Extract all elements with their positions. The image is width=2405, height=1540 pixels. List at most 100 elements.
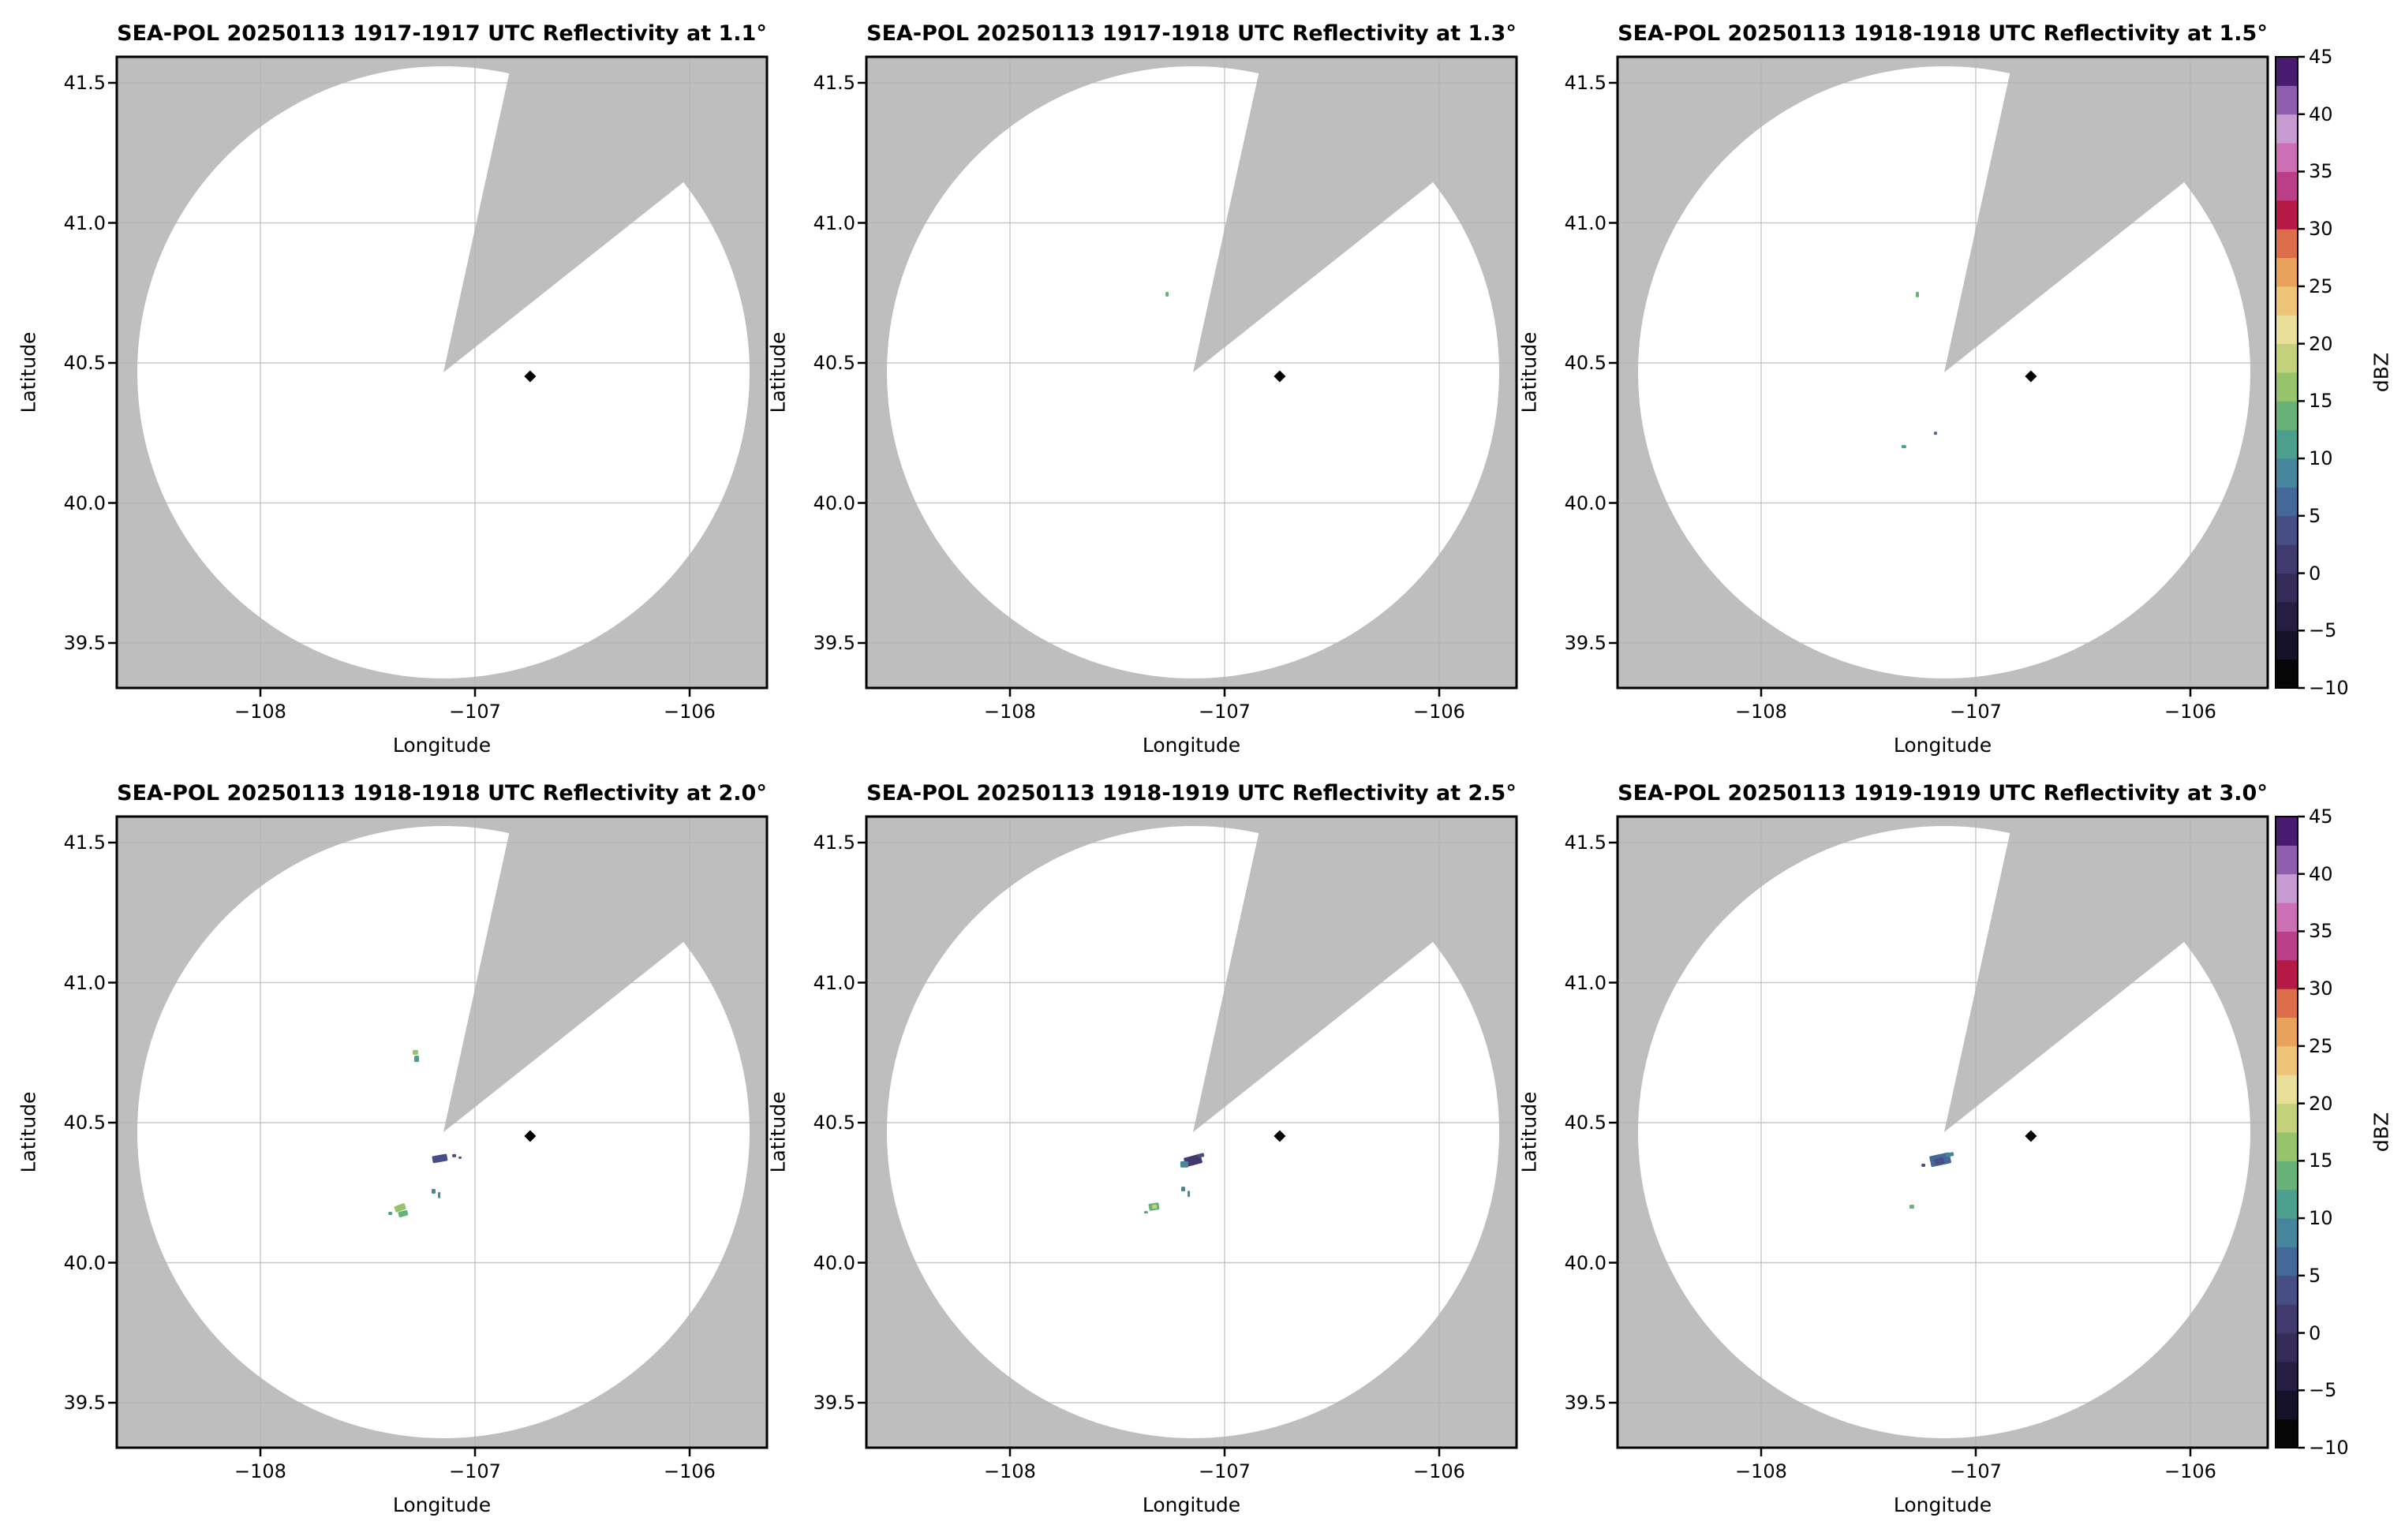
colorbar-tick-label: 40 <box>2309 862 2333 885</box>
reflectivity-echo <box>1188 1191 1191 1198</box>
colorbar-tick-label: 20 <box>2309 332 2333 355</box>
colorbar-tick-label: −5 <box>2309 619 2337 642</box>
colorbar-band <box>2276 601 2298 631</box>
reflectivity-echo <box>1180 1161 1188 1168</box>
colorbar-label-dbz: dBZ <box>2369 1112 2393 1153</box>
colorbar-tick-label: 25 <box>2309 1034 2333 1057</box>
y-axis-label: Latitude <box>766 331 790 413</box>
blanked-sector-wedge <box>1193 57 1515 372</box>
y-tick-label: 39.5 <box>63 1392 106 1414</box>
colorbar-tick-label: 30 <box>2309 977 2333 1000</box>
colorbar-band <box>2276 573 2298 603</box>
x-tick-label: −107 <box>1950 701 2002 723</box>
reflectivity-echo <box>394 1203 406 1213</box>
y-tick-label: 40.5 <box>813 352 855 374</box>
colorbar-tick-label: 45 <box>2309 46 2333 68</box>
colorbar-tick-label: 15 <box>2309 390 2333 413</box>
blanked-sector-wedge <box>443 817 765 1132</box>
x-tick-label: −108 <box>234 701 286 723</box>
colorbar-band <box>2276 1132 2298 1161</box>
panel-title: SEA-POL 20250113 1918-1919 UTC Reflectiv… <box>866 781 1517 806</box>
x-axis-label: Longitude <box>392 734 492 757</box>
colorbar-band <box>2276 1189 2298 1219</box>
colorbar-tick-label: 5 <box>2309 504 2321 527</box>
y-tick-label: 40.5 <box>813 1112 855 1134</box>
colorbar-band <box>2276 114 2298 144</box>
reflectivity-echo <box>414 1056 419 1063</box>
site-marker-diamond <box>1274 1130 1286 1142</box>
panel-border <box>1616 55 2269 690</box>
site-marker-diamond <box>2025 370 2037 383</box>
y-tick-label: 40.5 <box>1564 352 1606 374</box>
colorbar-band <box>2276 143 2298 172</box>
reflectivity-echo <box>1152 1205 1158 1209</box>
y-tick-label: 40.0 <box>63 492 106 514</box>
panel-plot <box>1609 55 2269 697</box>
y-tick-label: 41.0 <box>63 211 106 234</box>
panel-title: SEA-POL 20250113 1918-1918 UTC Reflectiv… <box>117 781 767 806</box>
colorbar-band <box>2276 286 2298 316</box>
reflectivity-echo <box>398 1209 409 1217</box>
y-tick-label: 40.0 <box>1564 492 1606 514</box>
y-tick-label: 41.0 <box>813 971 855 994</box>
colorbar-tick-label: 20 <box>2309 1092 2333 1115</box>
colorbar-tick-label: 0 <box>2309 562 2321 585</box>
colorbar-band <box>2276 1247 2298 1276</box>
reflectivity-echo <box>388 1212 393 1215</box>
y-tick-label: 41.5 <box>1564 832 1606 854</box>
panel-plot <box>108 55 769 697</box>
colorbar-tick-label: 40 <box>2309 103 2333 125</box>
y-axis-label: Latitude <box>17 331 40 413</box>
colorbar-label-dbz: dBZ <box>2369 352 2393 393</box>
y-tick-label: 40.0 <box>63 1251 106 1274</box>
colorbar-border <box>2275 816 2298 1448</box>
y-axis-label: Latitude <box>766 1091 790 1173</box>
reflectivity-echo <box>432 1189 436 1194</box>
colorbar-band <box>2276 1361 2298 1391</box>
y-tick-label: 40.0 <box>813 492 855 514</box>
colorbar-band <box>2276 200 2298 230</box>
x-tick-label: −107 <box>1199 1460 1251 1482</box>
colorbar-band <box>2276 1045 2298 1075</box>
colorbar-tick-label: 30 <box>2309 218 2333 241</box>
colorbar-band <box>2276 1161 2298 1191</box>
colorbar-band <box>2276 229 2298 259</box>
colorbar-tick-label: 5 <box>2309 1264 2321 1287</box>
colorbar-band <box>2276 401 2298 431</box>
colorbar-band <box>2276 487 2298 517</box>
panel-border <box>115 55 769 690</box>
y-tick-label: 40.0 <box>1564 1251 1606 1274</box>
colorbar-band <box>2276 659 2298 689</box>
colorbar <box>2275 815 2305 1449</box>
reflectivity-echo <box>1921 1164 1926 1167</box>
blanked-sector-wedge <box>1193 817 1515 1132</box>
colorbar-band <box>2276 1075 2298 1105</box>
colorbar-tick-label: −10 <box>2309 1437 2349 1459</box>
colorbar-band <box>2276 343 2298 373</box>
x-axis-label: Longitude <box>1142 734 1241 757</box>
colorbar-band <box>2276 873 2298 903</box>
x-tick-label: −108 <box>1735 701 1787 723</box>
colorbar-tick-label: 15 <box>2309 1149 2333 1172</box>
y-tick-label: 40.5 <box>63 1112 106 1134</box>
panel-title: SEA-POL 20250113 1918-1918 UTC Reflectiv… <box>1618 21 2268 46</box>
colorbar-band <box>2276 171 2298 201</box>
y-tick-label: 39.5 <box>63 632 106 654</box>
colorbar-tick-label: 35 <box>2309 160 2333 183</box>
y-tick-label: 39.5 <box>813 632 855 654</box>
reflectivity-echo <box>1184 1153 1202 1168</box>
colorbar-border <box>2275 56 2298 689</box>
blanked-sector-wedge <box>1944 817 2266 1132</box>
colorbar-band <box>2276 1218 2298 1247</box>
reflectivity-echo <box>1197 1153 1205 1158</box>
blanked-sector-wedge <box>1944 57 2266 372</box>
y-axis-label: Latitude <box>1517 1091 1541 1173</box>
panel-plot <box>1609 815 2269 1456</box>
y-tick-label: 39.5 <box>1564 632 1606 654</box>
colorbar-band <box>2276 845 2298 875</box>
reflectivity-echo <box>1934 1157 1945 1165</box>
colorbar-band <box>2276 817 2298 846</box>
x-tick-label: −106 <box>664 701 716 723</box>
colorbar-band <box>2276 257 2298 287</box>
